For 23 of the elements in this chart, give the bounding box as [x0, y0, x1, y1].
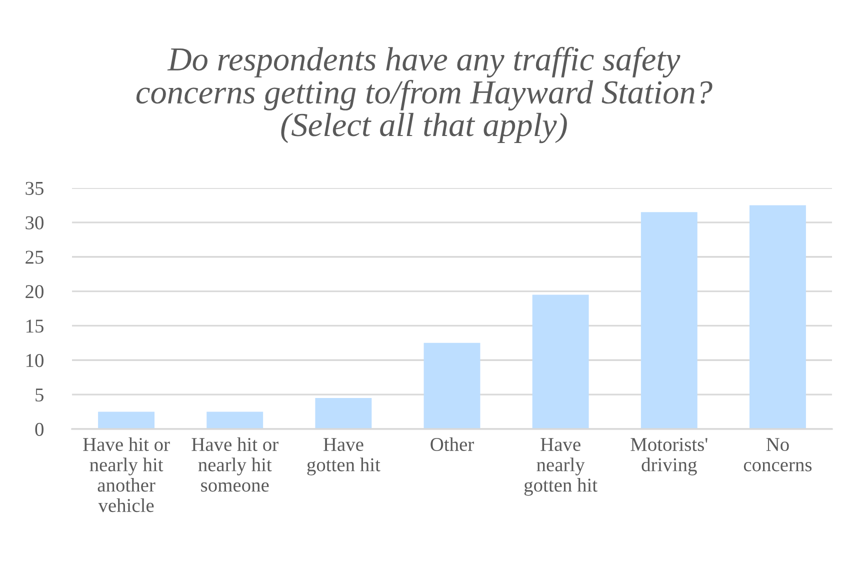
y-tick-label: 30: [26, 216, 44, 230]
bar: [98, 412, 155, 429]
x-tick-label: Have hit or nearly hit another vehicle: [83, 437, 170, 512]
bar: [206, 412, 264, 429]
y-tick-label: 20: [26, 285, 44, 298]
y-tick-label: 35: [26, 182, 44, 195]
x-tick-label: Have nearly gotten hit: [524, 438, 598, 496]
x-tick-label: No concerns: [744, 438, 812, 472]
y-tick-label: 10: [26, 354, 44, 368]
y-tick-label: 0: [35, 422, 44, 436]
bar: [424, 342, 480, 429]
y-tick-label: 5: [36, 388, 44, 402]
bar: [532, 294, 589, 429]
chart-title: Do respondents have any traffic safety concerns getting to/from Hayward Station? (Select all that apply): [136, 46, 712, 144]
bar: [749, 205, 806, 429]
y-tick-label: 15: [26, 320, 44, 333]
x-tick-label: Have gotten hit: [307, 438, 380, 476]
x-tick-label: Have hit or nearly hit someone: [192, 437, 278, 492]
x-tick-label: Motorists' driving: [630, 438, 708, 476]
bar: [315, 398, 372, 429]
x-tick-label: Other: [430, 437, 474, 452]
bar: [640, 212, 698, 429]
y-tick-label: 25: [26, 250, 44, 264]
